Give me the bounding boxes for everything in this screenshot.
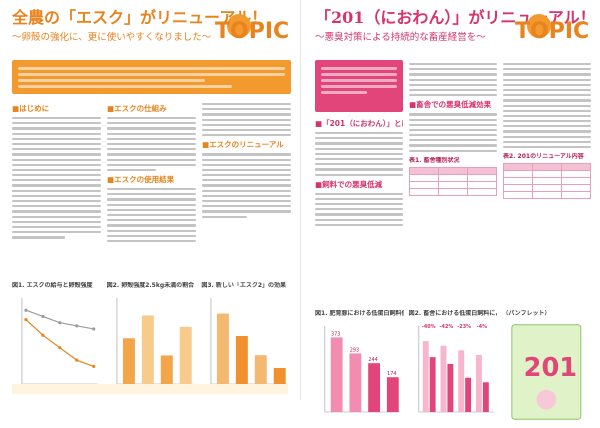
bar xyxy=(122,338,135,384)
bar xyxy=(217,313,230,384)
bar xyxy=(386,377,399,412)
svg-text:201: 201 xyxy=(524,353,577,383)
left-column-2: ■エスクの仕組み ■エスクの使用結果 xyxy=(107,100,196,278)
data-point xyxy=(75,358,79,362)
chart-barn-effect: 図2. 畜舎における低蛋白飼料による効果 -40% -42% -23% -4% xyxy=(408,310,498,428)
section-heading: ■エスクの仕組み xyxy=(107,104,167,113)
left-header: 全農の「エスク」がリニューアル！ ～卵殻の強化に、更に使いやすくなりました～ T… xyxy=(12,8,291,60)
left-subtitle: ～卵殻の強化に、更に使いやすくなりました～ xyxy=(12,32,212,43)
left-intro-box xyxy=(12,60,291,94)
bar xyxy=(274,368,287,384)
right-column-1: ■「201（におわん）」とは ■飼料での悪臭低減 xyxy=(315,60,403,306)
pamphlet-image: 201 xyxy=(511,324,582,420)
chart-weak-eggs: 図2. 卵殻強度2.5kg未満の割合 xyxy=(107,282,197,400)
right-intro-box xyxy=(315,60,403,112)
data-point xyxy=(75,324,79,328)
data-label: -23% xyxy=(457,324,471,330)
topics-logo: TOPICS xyxy=(215,14,289,44)
table-housing xyxy=(409,166,497,196)
left-title: 全農の「エスク」がリニューアル！ xyxy=(12,8,268,27)
section-heading: ■エスクの使用結果 xyxy=(107,175,175,185)
data-label: -42% xyxy=(439,324,453,330)
bar xyxy=(368,363,381,412)
chart-eggshell-strength: 図1. エスクの給与と卵殻強度 xyxy=(12,282,102,400)
bar xyxy=(349,353,362,412)
bar-chart xyxy=(211,298,288,385)
data-point xyxy=(92,327,96,331)
chart-esk2-effect: 図3. 新しい「エスク2」の効果 xyxy=(201,282,291,400)
right-header: 「201（におわん）」がリニューアル！ ～悪臭対策による持続的な畜産経営を～ T… xyxy=(315,8,596,60)
chart-title: 図2. 畜舎における低蛋白飼料による効果 xyxy=(408,310,498,317)
bar xyxy=(255,355,268,384)
section-heading: ■畜舎での悪臭低減効果 xyxy=(409,100,492,110)
series-line xyxy=(25,309,94,330)
right-article: 「201（におわん）」がリニューアル！ ～悪臭対策による持続的な畜産経営を～ T… xyxy=(300,0,600,420)
left-column-1: ■はじめに xyxy=(12,100,101,278)
right-column-3: 表2. 201のリニューアル内容 xyxy=(503,60,591,306)
section-heading: ■飼料での悪臭低減 xyxy=(315,179,383,189)
data-point xyxy=(58,346,62,350)
chart-title: 図1. エスクの給与と卵殻強度 xyxy=(12,282,93,289)
data-label: -4% xyxy=(476,324,486,330)
data-point xyxy=(41,333,45,337)
line-chart xyxy=(21,298,98,385)
table-renewal xyxy=(503,163,591,200)
section-heading: ■エスクのリニューアル xyxy=(202,140,284,150)
bar xyxy=(429,357,436,412)
left-article: 全農の「エスク」がリニューアル！ ～卵殻の強化に、更に使いやすくなりました～ T… xyxy=(0,0,300,400)
bar xyxy=(482,382,489,412)
bar xyxy=(475,354,482,412)
svg-text:TOPICS: TOPICS xyxy=(215,19,289,44)
bar-chart: -40% -42% -23% -4% xyxy=(418,324,494,413)
bar xyxy=(457,350,464,412)
section-body xyxy=(12,117,101,239)
svg-text:TOPICS: TOPICS xyxy=(515,19,589,44)
data-point xyxy=(92,364,96,368)
bar xyxy=(422,341,429,412)
section-heading: ■はじめに xyxy=(12,104,50,113)
bar xyxy=(179,326,192,384)
left-footnote xyxy=(12,384,288,394)
bar xyxy=(330,337,343,412)
bar xyxy=(141,315,154,384)
pamphlet: （パンフレット） 201 xyxy=(502,310,591,428)
data-point xyxy=(58,321,62,325)
data-label: 293 xyxy=(350,347,359,353)
bar-chart: 373 293 244 174 xyxy=(324,326,400,413)
right-column-2: ■畜舎での悪臭低減効果 表1. 畜舎種別状況 xyxy=(409,60,497,306)
chart-title: 図1. 肥育豚における低蛋白飼料低減効果 xyxy=(315,310,404,317)
table-title: 表2. 201のリニューアル内容 xyxy=(503,153,584,161)
chart-title: 図3. 新しい「エスク2」の効果 xyxy=(201,282,287,289)
table-title: 表1. 畜舎種別状況 xyxy=(409,156,460,164)
bar xyxy=(440,345,447,412)
pamphlet-title: （パンフレット） xyxy=(502,310,551,317)
right-title: 「201（におわん）」がリニューアル！ xyxy=(315,8,596,27)
data-point xyxy=(24,318,28,322)
data-label: -40% xyxy=(421,324,435,330)
data-label: 174 xyxy=(387,371,396,377)
bar xyxy=(236,336,249,384)
bar xyxy=(447,364,454,412)
data-label: 373 xyxy=(331,331,340,337)
chart-title: 図2. 卵殻強度2.5kg未満の割合 xyxy=(106,282,195,289)
right-subtitle: ～悪臭対策による持続的な畜産経営を～ xyxy=(315,32,486,43)
left-column-3: ■エスクのリニューアル xyxy=(202,100,291,278)
data-point xyxy=(24,308,28,312)
section-heading: ■「201（におわん）」とは xyxy=(315,119,403,128)
bar-chart xyxy=(116,298,193,385)
bar xyxy=(464,377,471,412)
data-point xyxy=(41,314,45,319)
topics-logo: TOPICS xyxy=(515,14,589,44)
bar xyxy=(160,355,173,384)
chart-ammonia-reduction: 図1. 肥育豚における低蛋白飼料低減効果 373 293 244 174 xyxy=(315,310,404,428)
data-label: 244 xyxy=(368,357,377,363)
